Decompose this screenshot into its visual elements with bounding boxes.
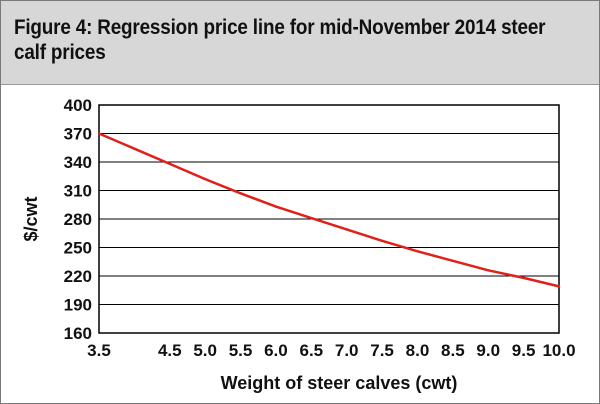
y-tick-label: 370 xyxy=(64,125,92,144)
x-tick-label: 7.0 xyxy=(335,341,359,360)
regression-price-line xyxy=(98,132,560,288)
y-tick-label: 250 xyxy=(64,239,92,258)
y-axis-ticks: 400 370 340 310 280 250 220 190 160 xyxy=(64,96,92,343)
chart-title: Figure 4: Regression price line for mid-… xyxy=(14,16,546,64)
data-point xyxy=(274,205,278,208)
data-point xyxy=(416,250,419,253)
y-tick-label: 280 xyxy=(64,210,92,229)
x-tick-label: 8.5 xyxy=(441,341,465,360)
x-tick-label: 3.5 xyxy=(87,341,111,360)
y-tick-label: 400 xyxy=(64,96,92,115)
x-tick-label: 9.0 xyxy=(476,341,500,360)
x-tick-label: 5.5 xyxy=(229,341,253,360)
data-point xyxy=(557,285,561,288)
x-tick-label: 7.5 xyxy=(370,341,394,360)
gridlines xyxy=(99,104,559,334)
x-tick-label: 5.0 xyxy=(193,341,217,360)
x-tick-label: 10.0 xyxy=(542,341,575,360)
y-tick-label: 340 xyxy=(64,153,92,172)
x-tick-label: 9.5 xyxy=(512,341,536,360)
title-bar: Figure 4: Regression price line for mid-… xyxy=(1,1,599,85)
y-tick-label: 190 xyxy=(64,296,92,315)
x-tick-label: 4.5 xyxy=(158,341,182,360)
data-point xyxy=(97,132,101,135)
data-point xyxy=(522,276,525,280)
data-point xyxy=(310,216,313,220)
y-tick-label: 220 xyxy=(64,267,92,286)
data-point xyxy=(380,239,384,243)
data-point xyxy=(487,269,490,272)
x-tick-label: 8.0 xyxy=(406,341,430,360)
plot-frame xyxy=(98,104,560,334)
x-axis-ticks: 3.5 4.5 5.0 5.5 6.0 6.5 7.0 7.5 8.0 8.5 9.0 9.5 10.0 xyxy=(87,341,575,360)
series-points xyxy=(97,132,561,288)
data-point xyxy=(168,162,171,166)
x-tick-label: 6.5 xyxy=(299,341,323,360)
data-point xyxy=(133,147,136,150)
x-tick-label: 6.0 xyxy=(264,341,288,360)
y-tick-label: 160 xyxy=(64,324,92,343)
y-tick-label: 310 xyxy=(64,182,92,201)
data-point xyxy=(451,259,455,262)
data-point xyxy=(345,228,348,231)
data-point xyxy=(239,192,242,195)
x-axis-label: Weight of steer calves (cwt) xyxy=(221,373,458,393)
y-axis-label: $/cwt xyxy=(21,196,41,241)
data-point xyxy=(203,177,207,181)
